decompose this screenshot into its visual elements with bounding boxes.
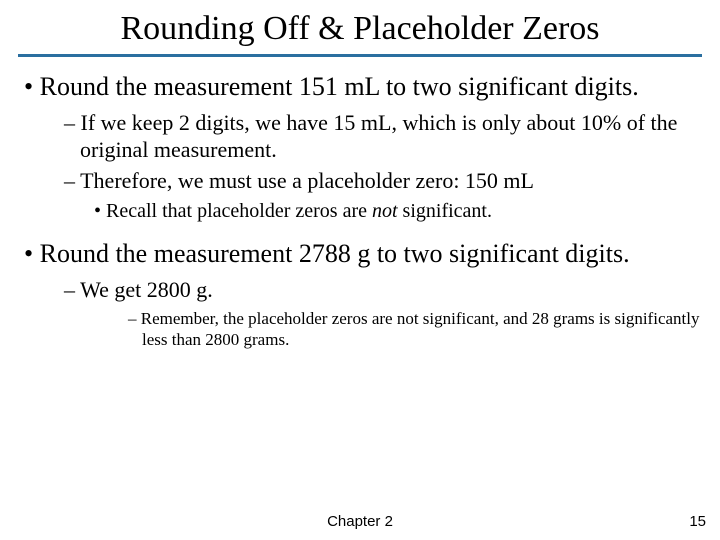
footer-chapter: Chapter 2: [0, 513, 720, 530]
title-underline: [18, 54, 702, 57]
bullet-item: Round the measurement 2788 g to two sign…: [18, 238, 702, 269]
slide-title: Rounding Off & Placeholder Zeros: [0, 0, 720, 54]
dash-item: We get 2800 g.: [18, 277, 702, 304]
sub-dash-item: Remember, the placeholder zeros are not …: [18, 308, 702, 351]
dash-item: If we keep 2 digits, we have 15 mL, whic…: [18, 110, 702, 164]
slide-body: Round the measurement 151 mL to two sign…: [0, 71, 720, 350]
text-span: significant.: [398, 200, 492, 222]
text-span: Recall that placeholder zeros are: [106, 200, 372, 222]
bullet-item: Round the measurement 151 mL to two sign…: [18, 71, 702, 102]
sub-bullet-item: Recall that placeholder zeros are not si…: [18, 199, 702, 224]
dash-item: Therefore, we must use a placeholder zer…: [18, 168, 702, 195]
footer-page-number: 15: [689, 513, 706, 530]
italic-text: not: [372, 200, 398, 222]
